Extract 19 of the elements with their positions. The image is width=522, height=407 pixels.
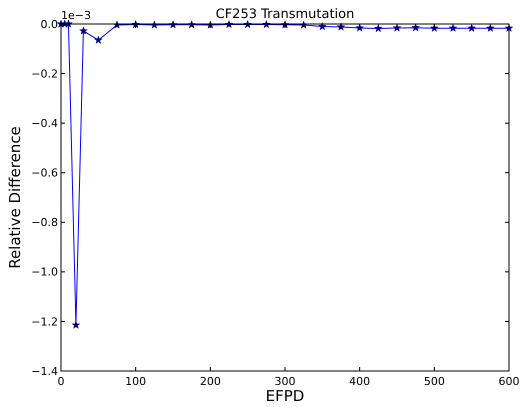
x-tick-label: 400 bbox=[349, 375, 370, 388]
y-tick-label: −1.4 bbox=[31, 364, 58, 378]
x-tick-label: 200 bbox=[200, 375, 221, 388]
y-tick-label: −0.6 bbox=[31, 166, 58, 180]
y-tick-label: −0.2 bbox=[31, 67, 58, 80]
x-tick-label: 500 bbox=[424, 375, 445, 388]
y-tick-label: 0.0 bbox=[40, 18, 58, 31]
x-tick-label: 300 bbox=[274, 375, 296, 388]
chart-title: CF253 Transmutation bbox=[216, 7, 354, 22]
x-tick-label: 600 bbox=[498, 375, 520, 388]
y-tick-label: −1.2 bbox=[31, 315, 58, 328]
y-tick-label: −0.8 bbox=[31, 216, 58, 230]
x-axis-title: EFPD bbox=[266, 387, 304, 405]
x-tick-label: 0 bbox=[58, 375, 64, 388]
y-tick-label: −1.0 bbox=[31, 266, 58, 279]
text: 1e−3 bbox=[61, 9, 91, 22]
x-tick-label: 100 bbox=[125, 375, 146, 388]
y-axis-title: Relative Difference bbox=[6, 126, 24, 269]
y-tick-label: −0.4 bbox=[31, 116, 58, 130]
